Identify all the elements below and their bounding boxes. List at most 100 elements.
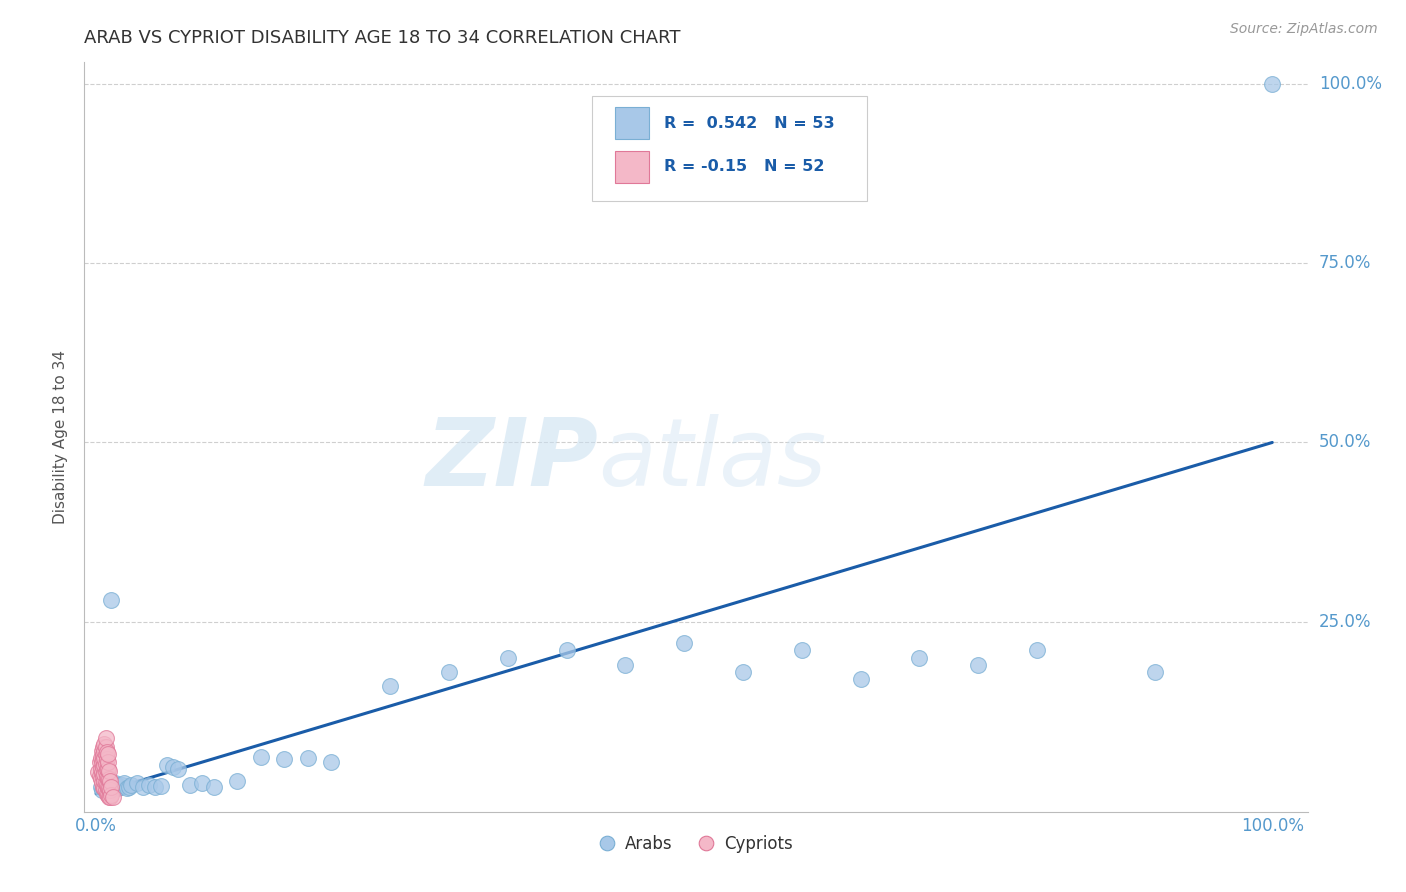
Point xyxy=(91,752,114,766)
Legend: Arabs, Cypriots: Arabs, Cypriots xyxy=(592,828,800,860)
Text: 50.0%: 50.0% xyxy=(1319,434,1371,451)
Point xyxy=(94,747,117,762)
Point xyxy=(138,778,160,792)
Point xyxy=(97,771,120,785)
Point xyxy=(87,765,110,780)
Point xyxy=(100,593,122,607)
Point xyxy=(91,755,114,769)
Point xyxy=(97,762,120,776)
Point xyxy=(96,782,118,797)
Text: 25.0%: 25.0% xyxy=(1319,613,1371,631)
Point xyxy=(98,776,121,790)
Point xyxy=(731,665,754,679)
Point xyxy=(96,769,118,783)
Point xyxy=(555,643,578,657)
Point xyxy=(1143,665,1166,679)
Text: ZIP: ZIP xyxy=(425,414,598,506)
Text: R =  0.542   N = 53: R = 0.542 N = 53 xyxy=(664,116,835,130)
Point xyxy=(496,650,519,665)
Point xyxy=(100,780,122,794)
Text: 100.0%: 100.0% xyxy=(1319,75,1382,93)
Point xyxy=(91,759,114,773)
Point xyxy=(297,751,319,765)
Point xyxy=(91,744,114,758)
Point xyxy=(93,778,115,792)
Point xyxy=(98,780,121,795)
Point xyxy=(93,773,115,788)
Text: 75.0%: 75.0% xyxy=(1319,254,1371,272)
Point xyxy=(91,776,114,790)
Point xyxy=(167,762,190,776)
Point xyxy=(908,650,931,665)
Point xyxy=(96,745,118,759)
Text: Source: ZipAtlas.com: Source: ZipAtlas.com xyxy=(1230,22,1378,37)
Point xyxy=(100,780,122,795)
Point xyxy=(111,778,134,792)
Point xyxy=(273,752,295,766)
Point xyxy=(191,776,214,790)
Point xyxy=(98,790,121,805)
Point xyxy=(93,744,115,758)
Point xyxy=(202,780,225,794)
Point xyxy=(93,737,115,751)
Point xyxy=(94,756,117,771)
Text: atlas: atlas xyxy=(598,414,827,505)
Point xyxy=(90,772,112,787)
Point xyxy=(96,787,118,801)
Point xyxy=(132,780,155,794)
Point xyxy=(94,783,117,797)
Point xyxy=(91,780,114,794)
Point xyxy=(97,755,120,769)
Point xyxy=(91,747,114,762)
Point xyxy=(90,780,112,794)
Point xyxy=(437,665,460,679)
Point xyxy=(91,769,114,783)
Point xyxy=(149,779,172,793)
Point xyxy=(94,765,117,780)
Point xyxy=(143,780,166,795)
Point xyxy=(108,780,131,794)
Point xyxy=(91,765,114,780)
Point xyxy=(89,755,111,769)
Point xyxy=(98,780,121,794)
FancyBboxPatch shape xyxy=(616,107,650,139)
Point xyxy=(179,778,201,792)
Point xyxy=(98,783,121,797)
FancyBboxPatch shape xyxy=(592,96,868,201)
Point xyxy=(89,769,111,783)
Point xyxy=(321,755,343,769)
Point xyxy=(96,752,118,766)
Point xyxy=(127,776,149,790)
Point xyxy=(97,779,120,793)
Point xyxy=(94,731,117,745)
Point xyxy=(97,747,120,762)
Point xyxy=(107,780,129,795)
Point xyxy=(91,740,114,755)
Point xyxy=(673,636,696,650)
Point xyxy=(849,672,872,686)
Point xyxy=(156,758,179,772)
Point xyxy=(249,749,271,764)
Point xyxy=(91,780,114,795)
Point xyxy=(1026,643,1049,657)
Point xyxy=(94,776,117,790)
Point xyxy=(98,789,121,804)
Point xyxy=(115,780,138,795)
Point xyxy=(101,790,124,805)
Point xyxy=(100,789,122,803)
Point xyxy=(790,643,813,657)
Point xyxy=(90,751,112,765)
Point xyxy=(105,780,128,794)
Point xyxy=(104,776,127,790)
FancyBboxPatch shape xyxy=(616,152,650,183)
Point xyxy=(98,764,121,778)
Point xyxy=(93,780,115,795)
Point xyxy=(98,773,121,788)
Point xyxy=(120,778,142,792)
Point xyxy=(94,780,117,795)
Point xyxy=(98,772,121,787)
Point xyxy=(97,789,120,803)
Point xyxy=(93,758,115,772)
Point xyxy=(118,780,141,794)
Point xyxy=(97,780,120,794)
